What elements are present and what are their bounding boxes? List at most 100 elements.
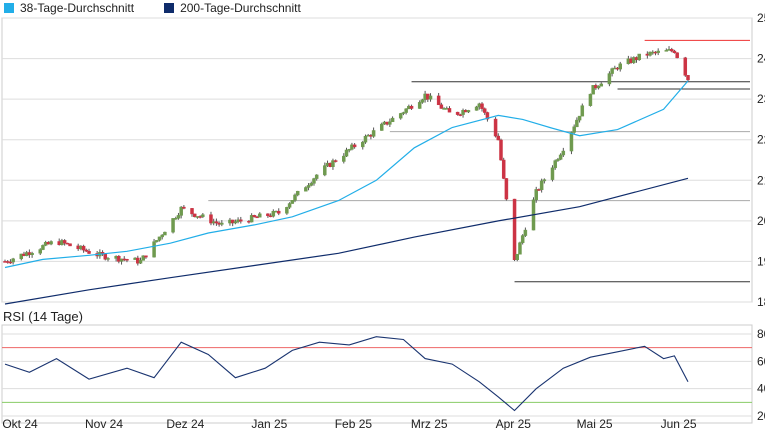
- candle-body: [138, 260, 143, 264]
- candle-body: [38, 249, 42, 254]
- candle-body: [379, 123, 384, 131]
- x-tick-label: Jan 25: [251, 417, 287, 430]
- candle-body: [176, 215, 181, 219]
- candle-body: [499, 139, 503, 161]
- candle-body: [518, 242, 522, 255]
- candle-body: [371, 130, 376, 137]
- candle-body: [591, 85, 595, 95]
- candle-body: [361, 141, 365, 148]
- candle-body: [610, 68, 614, 74]
- candle-body: [192, 213, 197, 218]
- candle-body: [155, 240, 159, 242]
- legend-swatch-38: [4, 2, 14, 13]
- candle-body: [68, 243, 72, 247]
- candle-body: [276, 210, 281, 214]
- candle-body: [501, 159, 506, 179]
- candle-body: [569, 132, 574, 152]
- rsi-plot-frame: [1, 324, 753, 424]
- candle-body: [520, 235, 525, 243]
- candle-body: [637, 53, 641, 61]
- y-axis-labels: 25.000 24.000 23.000 22.000 21.000 20.000 19.0…: [757, 11, 765, 309]
- candle-body: [144, 255, 148, 258]
- rsi-tick-label: 80: [757, 327, 765, 341]
- candle-body: [420, 99, 425, 103]
- candle-body: [174, 218, 178, 220]
- candle-body: [41, 245, 45, 250]
- candle-body: [669, 49, 674, 52]
- legend-swatch-200: [164, 2, 175, 13]
- chart-legend: 38-Tage-Durchschnitt 200-Tage-Durchschni…: [4, 0, 331, 15]
- candle-body: [331, 160, 335, 167]
- candle-body: [404, 108, 408, 113]
- candle-body: [550, 167, 555, 180]
- y-tick-label: 19.000: [757, 254, 765, 268]
- x-tick-label: Nov 24: [85, 417, 123, 430]
- candle-body: [312, 178, 316, 184]
- candle-body: [496, 135, 501, 141]
- candle-body: [461, 110, 465, 115]
- candle-body: [656, 50, 660, 53]
- rsi-tick-label: 40: [757, 382, 765, 396]
- candle-body: [309, 183, 314, 186]
- candle-body: [686, 75, 690, 81]
- candle-body: [542, 179, 547, 182]
- x-axis-labels: Okt 24 Nov 24 Dez 24 Jan 25 Feb 25 Mrz 25 Apr …: [2, 417, 697, 430]
- candle-body: [333, 160, 338, 162]
- candle-body: [314, 174, 319, 179]
- candle-body: [428, 95, 433, 100]
- candle-body: [648, 51, 652, 56]
- candle-body: [417, 102, 422, 109]
- x-tick-label: Mrz 25: [411, 417, 448, 430]
- candle-body: [214, 221, 219, 224]
- x-tick-label: Okt 24: [2, 417, 38, 430]
- y-tick-label: 23.000: [757, 92, 765, 106]
- candle-body: [512, 198, 517, 261]
- candle-body: [675, 52, 679, 59]
- candle-body: [233, 221, 238, 224]
- candle-body: [482, 108, 487, 113]
- candle-body: [306, 185, 311, 188]
- candle-body: [409, 105, 414, 109]
- main-grid: [1, 17, 753, 303]
- candle-body: [239, 219, 243, 222]
- candle-body: [664, 50, 669, 52]
- candlesticks: [3, 46, 690, 266]
- candle-body: [504, 178, 509, 200]
- candle-body: [556, 159, 560, 161]
- candle-body: [580, 105, 585, 117]
- candle-body: [352, 144, 357, 148]
- candle-body: [523, 229, 528, 236]
- ma200-line: [4, 177, 689, 305]
- candle-body: [62, 240, 67, 244]
- candle-body: [588, 93, 593, 106]
- candle-body: [182, 206, 186, 209]
- candle-body: [249, 215, 254, 223]
- x-tick-label: Feb 25: [335, 417, 373, 430]
- candle-body: [258, 213, 262, 218]
- candle-body: [447, 108, 452, 113]
- candle-body: [618, 63, 622, 70]
- candle-body: [271, 211, 276, 217]
- candle-body: [163, 231, 167, 236]
- candle-body: [599, 83, 604, 87]
- rsi-tick-label: 60: [757, 354, 765, 368]
- candle-body: [11, 258, 15, 263]
- legend-item-38: 38-Tage-Durchschnitt: [4, 1, 134, 15]
- legend-item-200: 200-Tage-Durchschnitt: [164, 1, 301, 15]
- rsi-tick-label: 20: [757, 409, 765, 423]
- candle-body: [455, 111, 460, 115]
- candle-body: [141, 255, 145, 261]
- candle-body: [363, 135, 368, 143]
- candle-body: [553, 160, 557, 169]
- rsi-grid: [1, 324, 753, 424]
- ma38-line: [4, 80, 689, 269]
- x-tick-label: Apr 25: [496, 417, 532, 430]
- candle-body: [49, 241, 53, 245]
- candle-body: [106, 258, 110, 260]
- candle-body: [8, 261, 13, 264]
- candle-body: [534, 189, 538, 201]
- rsi-line: [4, 336, 689, 412]
- rsi-axis-labels: 80 60 40 20: [757, 327, 765, 423]
- candle-body: [285, 207, 289, 214]
